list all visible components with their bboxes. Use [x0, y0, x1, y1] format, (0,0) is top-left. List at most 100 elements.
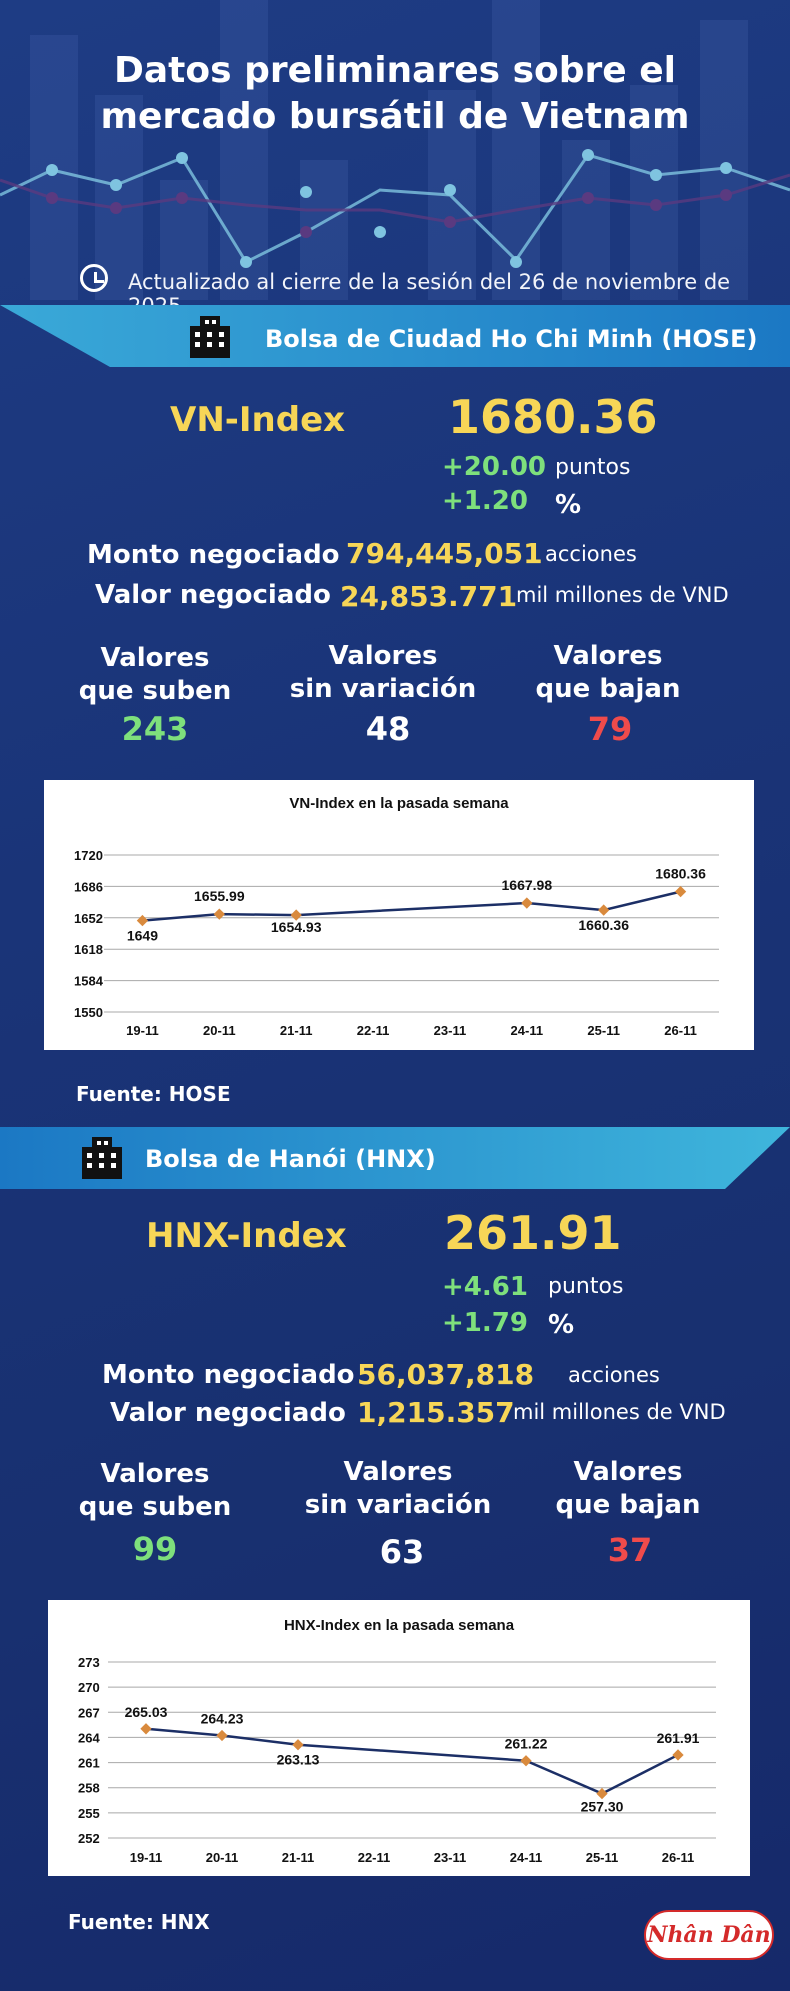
data-label: 1667.98 — [502, 877, 553, 893]
hnx-index-chart: HNX-Index en la pasada semana 273 270 267 26… — [48, 1600, 750, 1876]
decliners-count: 37 — [607, 1531, 653, 1569]
decliners-label: Valores que bajan — [535, 641, 681, 704]
data-label: 1660.36 — [578, 917, 629, 933]
x-tick-label: 19-11 — [130, 1850, 163, 1865]
pct-unit: % — [555, 490, 582, 520]
y-tick-label: 1584 — [74, 974, 104, 989]
volume-value: 794,445,051 — [346, 537, 543, 570]
data-point — [596, 1787, 608, 1800]
y-tick-label: 1652 — [74, 911, 103, 926]
nhan-dan-logo: Nhân Dân — [644, 1910, 774, 1960]
y-tick-label: 1550 — [74, 1005, 103, 1020]
hose-source: Fuente: HOSE — [76, 1082, 231, 1106]
x-tick-label: 20-11 — [203, 1023, 236, 1038]
y-tick-label: 261 — [78, 1756, 100, 1771]
vn-index-value: 1680.36 — [448, 390, 658, 444]
data-label: 261.91 — [657, 1730, 700, 1746]
y-tick-label: 270 — [78, 1680, 100, 1695]
series-line — [142, 890, 681, 922]
hnx-index-change-pct: +1.79 — [442, 1308, 528, 1338]
header-background — [0, 0, 790, 300]
y-tick-label: 1686 — [74, 879, 103, 894]
x-tick-label: 22-11 — [357, 1023, 390, 1038]
hnx-index-change-points: +4.61 — [442, 1272, 528, 1302]
data-label: 257.30 — [581, 1799, 624, 1815]
data-label: 264.23 — [201, 1711, 244, 1727]
data-label: 1649 — [127, 928, 158, 944]
x-tick-label: 24-11 — [510, 1850, 543, 1865]
points-unit: puntos — [548, 1274, 624, 1299]
x-tick-label: 21-11 — [282, 1850, 315, 1865]
title-line-2: mercado bursátil de Vietnam — [100, 96, 690, 137]
data-point — [292, 1739, 304, 1751]
data-point — [521, 897, 533, 909]
x-tick-label: 24-11 — [511, 1023, 544, 1038]
y-tick-label: 267 — [78, 1705, 100, 1720]
unchanged-label: Valores sin variación — [304, 1457, 492, 1520]
x-tick-label: 23-11 — [434, 1023, 467, 1038]
y-tick-label: 258 — [78, 1781, 100, 1796]
title-line-1: Datos preliminares sobre el — [114, 50, 676, 91]
data-point — [290, 909, 302, 921]
advancers-count: 243 — [121, 710, 189, 748]
vn-index-chart: VN-Index en la pasada semana 1720 1686 1652… — [44, 780, 754, 1050]
y-tick-label: 255 — [78, 1806, 100, 1821]
value-value: 1,215.357 — [357, 1396, 515, 1429]
vn-index-chart-svg: VN-Index en la pasada semana 1720 1686 1652… — [74, 795, 719, 1038]
data-point — [136, 914, 149, 927]
hnx-banner-title: Bolsa de Hanói (HNX) — [145, 1145, 436, 1173]
volume-value: 56,037,818 — [357, 1358, 535, 1391]
pct-unit: % — [548, 1310, 575, 1340]
value-label: Valor negociado — [110, 1398, 346, 1428]
x-tick-label: 26-11 — [662, 1850, 695, 1865]
value-unit: mil millones de VND — [516, 583, 729, 607]
vn-index-label: VN-Index — [170, 400, 346, 440]
hnx-index-chart-svg: HNX-Index en la pasada semana 273 270 267 26… — [78, 1617, 716, 1865]
x-tick-label: 26-11 — [664, 1023, 697, 1038]
x-tick-label: 21-11 — [280, 1023, 313, 1038]
x-tick-label: 22-11 — [358, 1850, 391, 1865]
decliners-label: Valores que bajan — [555, 1457, 701, 1520]
volume-unit: acciones — [568, 1363, 660, 1387]
chart-title: VN-Index en la pasada semana — [289, 795, 509, 812]
hnx-index-label: HNX-Index — [146, 1216, 347, 1256]
data-label: 1655.99 — [194, 888, 245, 904]
data-label: 261.22 — [505, 1736, 548, 1752]
page-title: Datos preliminares sobre el mercado burs… — [0, 48, 790, 140]
unchanged-label: Valores sin variación — [289, 641, 477, 704]
data-point — [598, 904, 610, 916]
advancers-label: Valores que suben — [78, 643, 232, 706]
value-unit: mil millones de VND — [513, 1400, 726, 1424]
unchanged-count: 63 — [379, 1533, 425, 1571]
series-line — [145, 1727, 679, 1795]
unchanged-count: 48 — [365, 710, 411, 748]
data-point — [674, 885, 687, 898]
data-point — [520, 1755, 532, 1767]
y-tick-label: 264 — [78, 1730, 100, 1745]
data-label: 1654.93 — [271, 919, 322, 935]
data-label: 263.13 — [277, 1752, 320, 1768]
data-point — [140, 1723, 152, 1735]
x-tick-label: 25-11 — [586, 1850, 619, 1865]
points-unit: puntos — [555, 455, 631, 480]
data-label: 265.03 — [125, 1704, 168, 1720]
data-point — [216, 1729, 228, 1742]
volume-unit: acciones — [545, 542, 637, 566]
hnx-index-value: 261.91 — [444, 1206, 622, 1260]
vn-index-change-pct: +1.20 — [442, 486, 528, 516]
header-lines-decoration — [0, 149, 790, 268]
data-point — [672, 1749, 684, 1761]
advancers-label: Valores que suben — [78, 1459, 232, 1522]
building-icon — [82, 1137, 122, 1179]
y-tick-label: 273 — [78, 1655, 100, 1670]
hose-banner-title: Bolsa de Ciudad Ho Chi Minh (HOSE) — [265, 325, 758, 353]
y-tick-label: 1618 — [74, 942, 103, 957]
decliners-count: 79 — [587, 710, 633, 748]
y-tick-label: 252 — [78, 1831, 100, 1846]
data-point — [213, 908, 225, 920]
x-tick-label: 19-11 — [126, 1023, 159, 1038]
x-tick-label: 25-11 — [587, 1023, 620, 1038]
x-tick-label: 20-11 — [206, 1850, 239, 1865]
data-label: 1680.36 — [655, 866, 706, 882]
value-value: 24,853.771 — [340, 580, 518, 613]
